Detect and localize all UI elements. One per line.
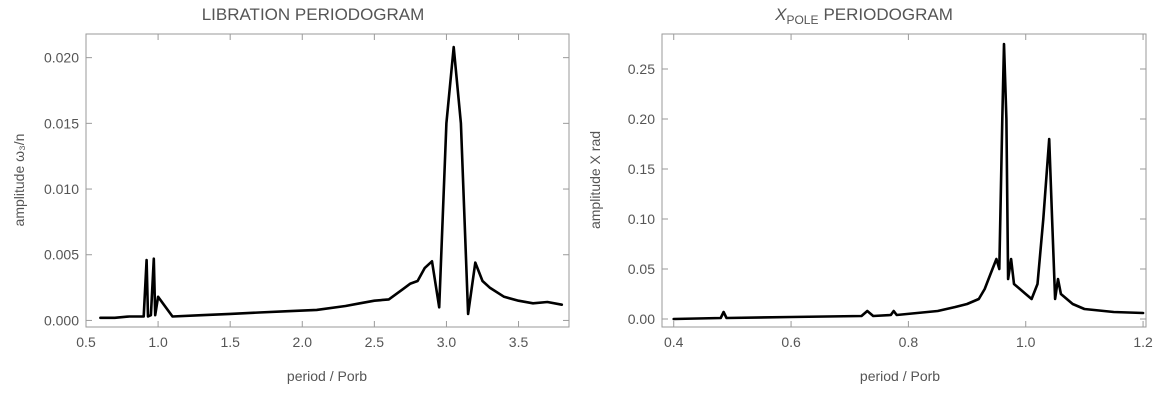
title-text: PERIODOGRAM bbox=[823, 5, 952, 24]
y-tick-label: 0.10 bbox=[628, 211, 655, 227]
chart-title: LIBRATION PERIODOGRAM bbox=[202, 5, 425, 24]
title-subscript: POLE bbox=[786, 13, 818, 27]
plot-frame bbox=[85, 33, 570, 328]
x-tick-label: 0.6 bbox=[781, 334, 801, 350]
y-tick-label: 0.015 bbox=[44, 115, 79, 131]
x-axis: 0.5 1.0 1.5 2.0 2.5 3.0 3.5 bbox=[76, 34, 528, 350]
chart-title: XPOLE PERIODOGRAM bbox=[774, 5, 953, 27]
y-axis-label: amplitude ω₃/n bbox=[11, 134, 27, 227]
y-tick-label: 0.000 bbox=[44, 312, 79, 328]
y-axis: 0.00 0.05 0.10 0.15 0.20 0.25 bbox=[628, 61, 1146, 327]
libration-periodogram-chart: LIBRATION PERIODOGRAM 0.5 1.0 1.5 2.0 2.5 3.0… bbox=[11, 5, 570, 384]
y-tick-label: 0.005 bbox=[44, 247, 79, 263]
amplitude-curve bbox=[672, 42, 1145, 321]
y-tick-label: 0.25 bbox=[628, 61, 655, 77]
x-tick-label: 0.4 bbox=[664, 334, 684, 350]
amplitude-curve bbox=[99, 45, 564, 320]
x-tick-label: 1.5 bbox=[220, 334, 240, 350]
x-tick-label: 1.0 bbox=[1016, 334, 1036, 350]
y-tick-label: 0.15 bbox=[628, 161, 655, 177]
y-tick-label: 0.010 bbox=[44, 181, 79, 197]
plot-frame bbox=[661, 33, 1147, 328]
x-axis-label: period / Porb bbox=[860, 368, 940, 384]
x-axis: 0.4 0.6 0.8 1.0 1.2 bbox=[664, 34, 1153, 350]
y-tick-label: 0.05 bbox=[628, 261, 655, 277]
x-tick-label: 1.0 bbox=[148, 334, 168, 350]
x-tick-label: 1.2 bbox=[1133, 334, 1153, 350]
x-tick-label: 3.0 bbox=[437, 334, 457, 350]
y-axis: 0.000 0.005 0.010 0.015 0.020 bbox=[44, 50, 569, 328]
y-tick-label: 0.20 bbox=[628, 111, 655, 127]
x-tick-label: 0.8 bbox=[899, 334, 919, 350]
x-tick-label: 2.5 bbox=[365, 334, 385, 350]
x-tick-label: 0.5 bbox=[76, 334, 96, 350]
y-tick-label: 0.00 bbox=[628, 311, 655, 327]
title-variable: X bbox=[774, 5, 787, 24]
y-tick-label: 0.020 bbox=[44, 50, 79, 66]
x-tick-label: 3.5 bbox=[509, 334, 529, 350]
y-axis-label: amplitude X rad bbox=[587, 131, 603, 229]
x-tick-label: 2.0 bbox=[293, 334, 313, 350]
x-axis-label: period / Porb bbox=[287, 368, 367, 384]
xpole-periodogram-chart: XPOLE PERIODOGRAM 0.4 0.6 0.8 1.0 1.2 0.000.0… bbox=[587, 5, 1153, 384]
